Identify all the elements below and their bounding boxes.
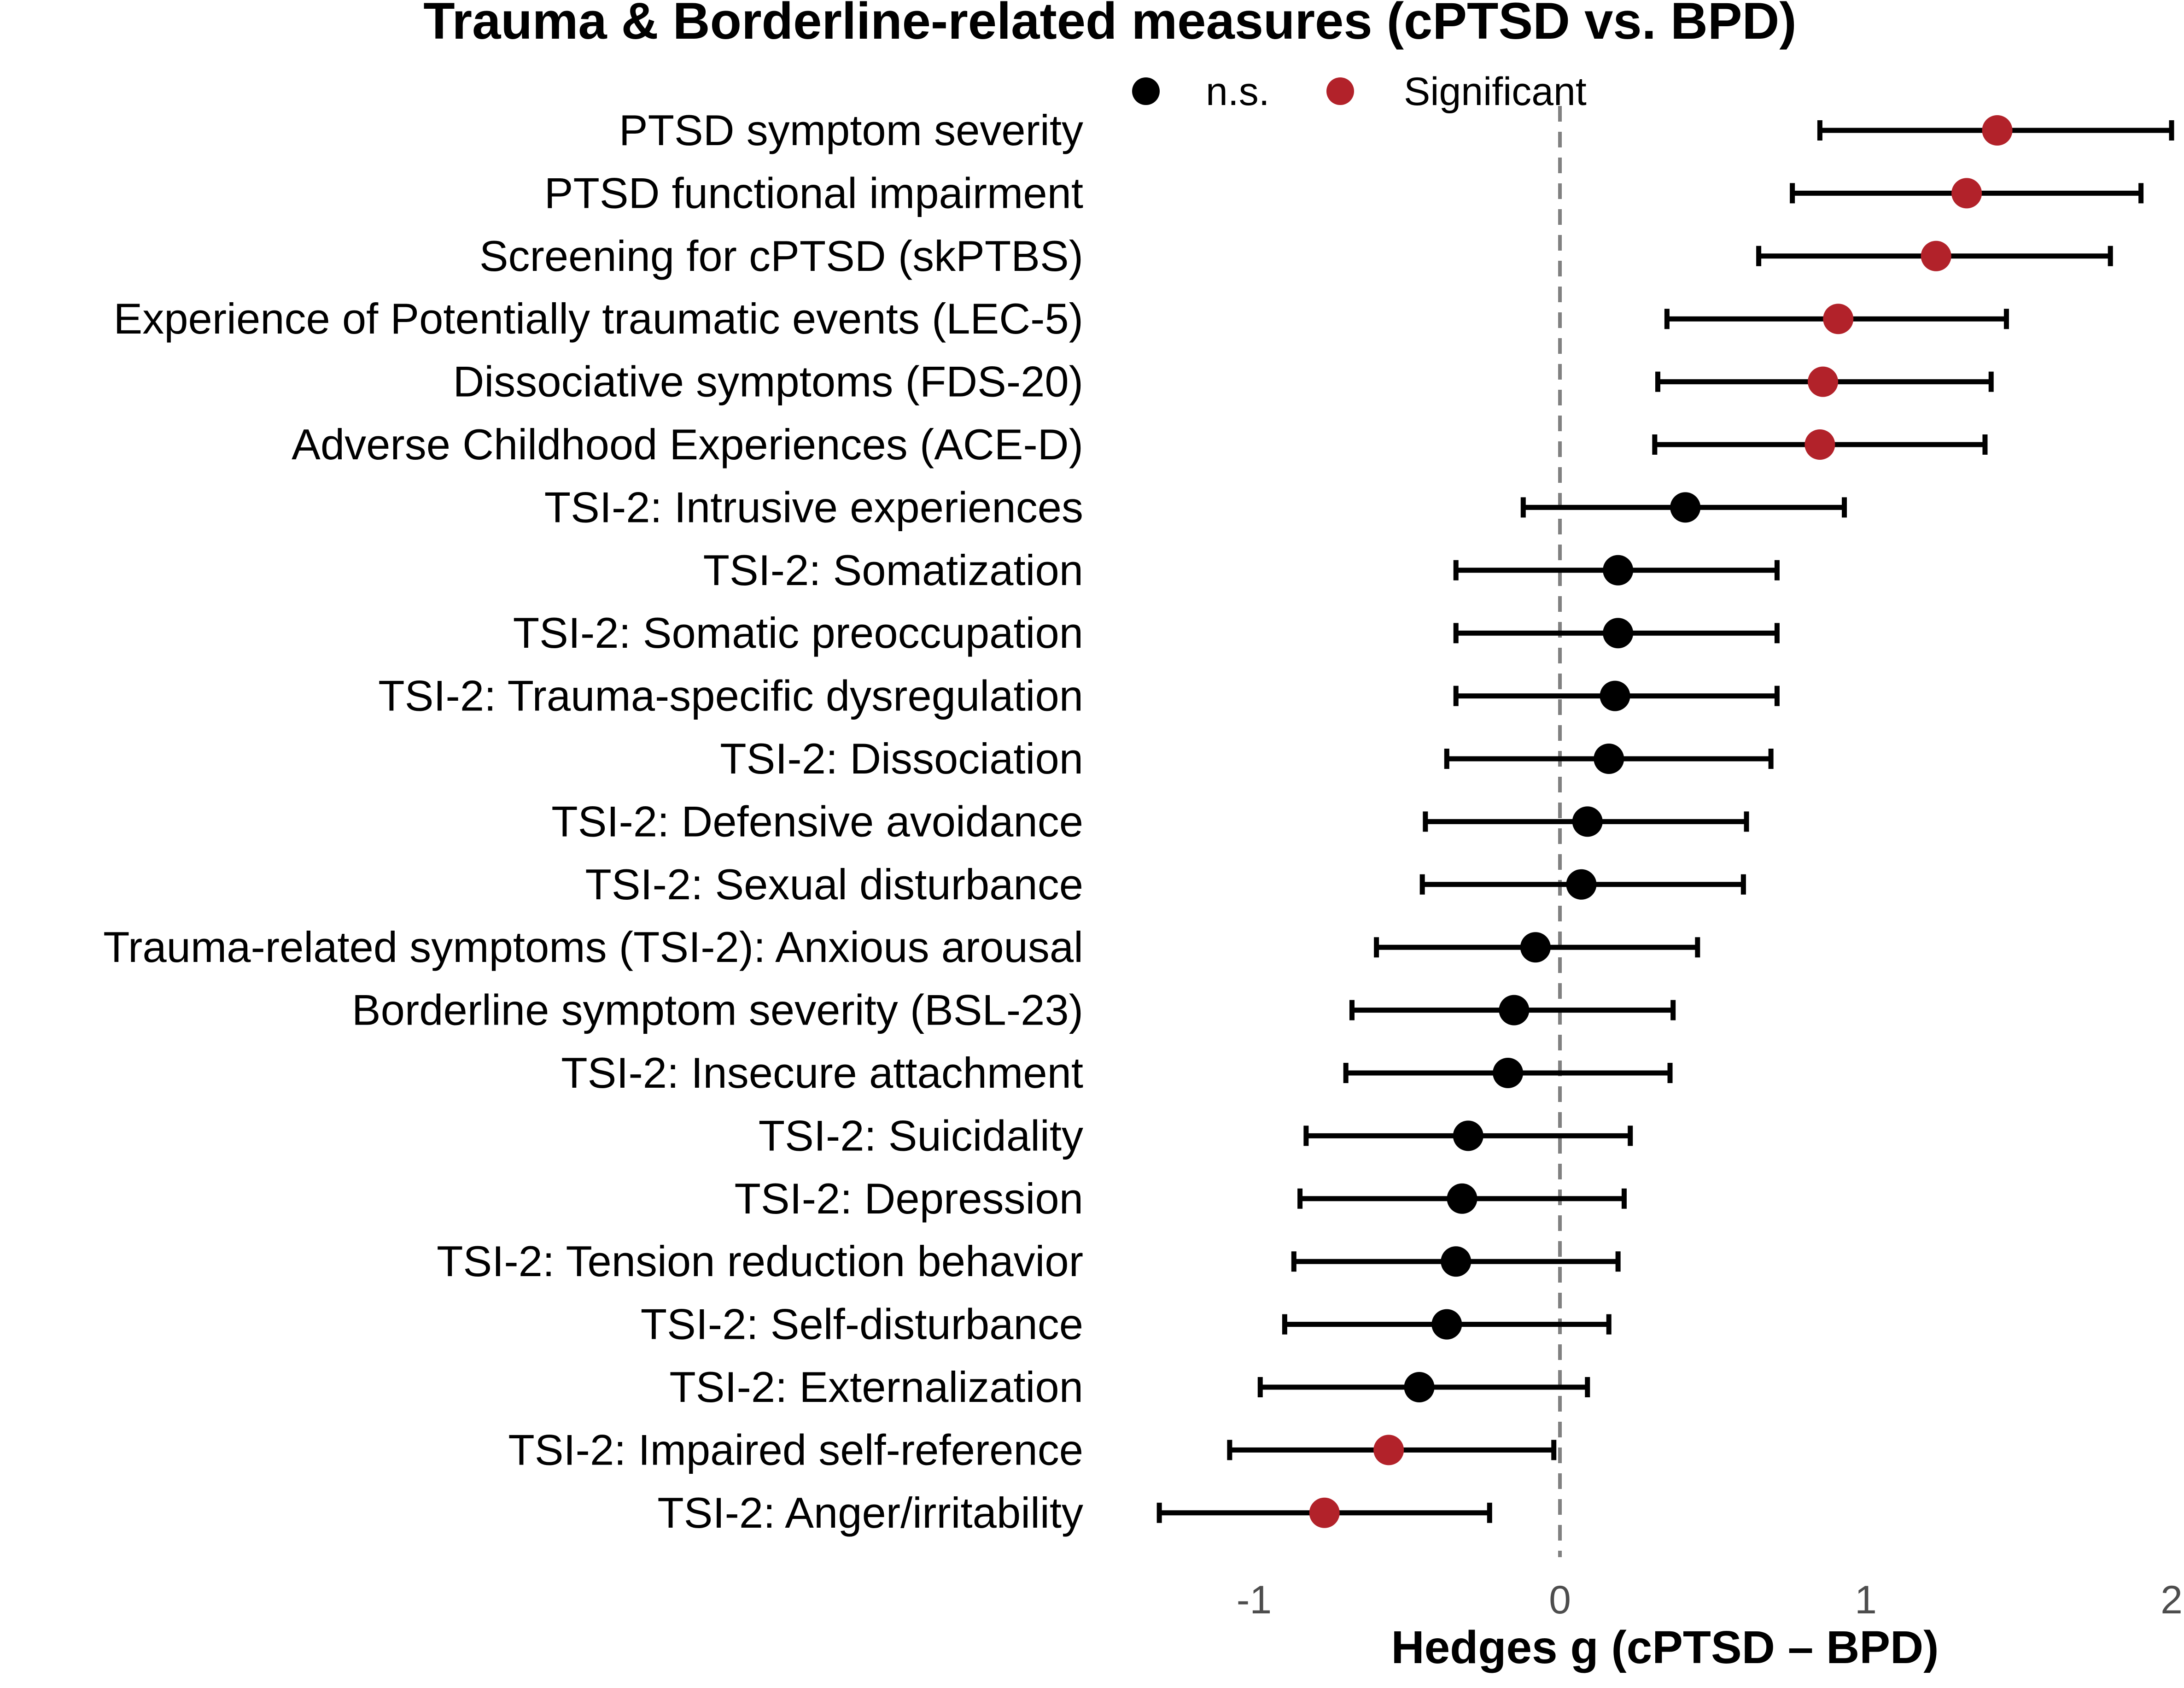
y-label: TSI-2: Intrusive experiences bbox=[544, 483, 1083, 531]
estimate-row bbox=[1453, 555, 1780, 586]
y-label: Borderline symptom severity (BSL-23) bbox=[352, 986, 1083, 1034]
point-ns bbox=[1447, 1183, 1477, 1214]
y-label: TSI-2: Self-disturbance bbox=[641, 1300, 1083, 1348]
y-label: Adverse Childhood Experiences (ACE-D) bbox=[292, 420, 1083, 469]
estimate-row bbox=[1453, 618, 1780, 649]
point-ns bbox=[1603, 555, 1634, 586]
estimate-row bbox=[1297, 1183, 1627, 1214]
y-label: Dissociative symptoms (FDS-20) bbox=[453, 358, 1083, 406]
point-significant bbox=[1804, 429, 1835, 460]
estimate-row bbox=[1756, 240, 2113, 271]
x-tick-label: -1 bbox=[1237, 1578, 1272, 1622]
estimate-row bbox=[1419, 869, 1746, 900]
estimate-row bbox=[1374, 932, 1700, 963]
point-significant bbox=[1982, 115, 2013, 146]
point-ns bbox=[1493, 1058, 1524, 1088]
x-tick-label: 2 bbox=[2161, 1578, 2183, 1622]
point-ns bbox=[1572, 806, 1603, 837]
point-significant bbox=[1823, 304, 1854, 334]
y-label: TSI-2: Tension reduction behavior bbox=[437, 1237, 1083, 1285]
estimate-row bbox=[1655, 366, 1994, 397]
y-label: TSI-2: Dissociation bbox=[720, 734, 1083, 783]
y-label: TSI-2: Suicidality bbox=[759, 1111, 1083, 1160]
y-axis-labels: PTSD symptom severity PTSD functional imp… bbox=[103, 106, 1083, 1537]
point-ns bbox=[1566, 869, 1597, 900]
legend-dot-significant bbox=[1326, 77, 1354, 105]
estimate-row bbox=[1257, 1372, 1590, 1402]
y-label: Screening for cPTSD (skPTBS) bbox=[479, 232, 1083, 280]
x-tick-label: 1 bbox=[1855, 1578, 1877, 1622]
y-label: TSI-2: Anger/irritability bbox=[657, 1489, 1083, 1537]
y-label: TSI-2: Impaired self-reference bbox=[508, 1425, 1083, 1474]
point-significant bbox=[1921, 240, 1951, 271]
legend-label-ns: n.s. bbox=[1206, 70, 1270, 114]
y-label: TSI-2: Externalization bbox=[669, 1363, 1083, 1411]
point-ns bbox=[1453, 1120, 1483, 1151]
point-ns bbox=[1499, 995, 1530, 1026]
y-label: TSI-2: Somatization bbox=[703, 546, 1083, 594]
estimate-row bbox=[1520, 492, 1847, 523]
estimate-row bbox=[1343, 1058, 1673, 1088]
point-significant bbox=[1309, 1497, 1340, 1528]
estimate-row bbox=[1349, 995, 1676, 1026]
y-label: TSI-2: Depression bbox=[734, 1174, 1083, 1223]
point-ns bbox=[1520, 932, 1551, 963]
estimate-row bbox=[1303, 1120, 1633, 1151]
point-ns bbox=[1670, 492, 1701, 523]
y-label: PTSD functional impairment bbox=[544, 169, 1083, 217]
y-label: TSI-2: Defensive avoidance bbox=[551, 797, 1083, 845]
estimate-row bbox=[1664, 304, 2009, 334]
y-label: TSI-2: Somatic preoccupation bbox=[513, 609, 1083, 657]
estimate-row bbox=[1291, 1246, 1621, 1277]
point-ns bbox=[1600, 680, 1630, 711]
estimate-row bbox=[1444, 744, 1774, 774]
x-axis-ticks: -1 0 1 2 bbox=[1237, 1578, 2183, 1622]
chart-title: Trauma & Borderline-related measures (cP… bbox=[423, 0, 1796, 50]
legend-dot-ns bbox=[1132, 77, 1160, 105]
y-label: Trauma-related symptoms (TSI-2): Anxious… bbox=[103, 923, 1083, 971]
estimate-row bbox=[1453, 680, 1780, 711]
point-significant bbox=[1373, 1435, 1404, 1465]
x-axis-title: Hedges g (cPTSD – BPD) bbox=[1391, 1622, 1939, 1673]
y-label: TSI-2: Insecure attachment bbox=[561, 1049, 1083, 1097]
point-significant bbox=[1951, 178, 1982, 209]
estimate-rows bbox=[1156, 115, 2174, 1528]
estimate-row bbox=[1652, 429, 1988, 460]
point-significant bbox=[1808, 366, 1839, 397]
estimate-row bbox=[1156, 1497, 1492, 1528]
point-ns bbox=[1594, 744, 1624, 774]
x-tick-label: 0 bbox=[1549, 1578, 1571, 1622]
y-label: PTSD symptom severity bbox=[619, 106, 1083, 154]
point-ns bbox=[1404, 1372, 1435, 1402]
estimate-row bbox=[1227, 1435, 1557, 1465]
estimate-row bbox=[1790, 178, 2144, 209]
y-label: TSI-2: Trauma-specific dysregulation bbox=[378, 672, 1083, 720]
point-ns bbox=[1441, 1246, 1472, 1277]
point-ns bbox=[1603, 618, 1634, 649]
point-ns bbox=[1431, 1309, 1462, 1340]
estimate-row bbox=[1817, 115, 2174, 146]
y-label: Experience of Potentially traumatic even… bbox=[114, 294, 1084, 343]
y-label: TSI-2: Sexual disturbance bbox=[585, 860, 1083, 908]
legend-label-significant: Significant bbox=[1404, 70, 1587, 114]
estimate-row bbox=[1282, 1309, 1612, 1340]
legend: n.s. Significant bbox=[1132, 70, 1587, 114]
estimate-row bbox=[1423, 806, 1749, 837]
